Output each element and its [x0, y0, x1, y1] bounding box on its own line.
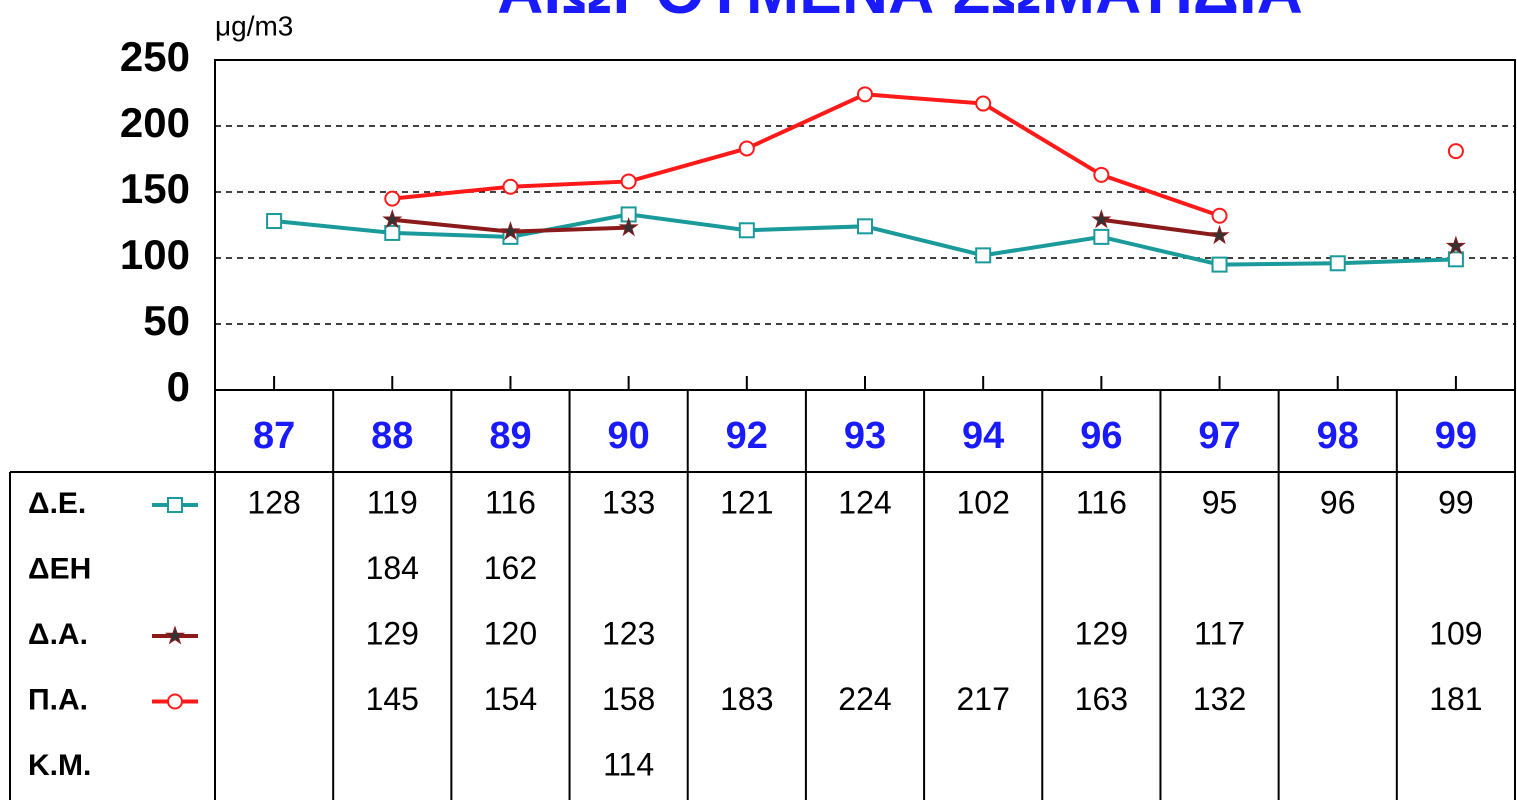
table-value: 132 [1193, 681, 1246, 717]
x-tick-label: 88 [371, 415, 413, 457]
x-tick-label: 99 [1435, 415, 1477, 457]
table-value: 217 [956, 681, 1009, 717]
table-value: 128 [247, 484, 300, 520]
x-tick-label: 96 [1080, 415, 1122, 457]
series-line [392, 92, 1221, 218]
table-value: 116 [485, 484, 536, 520]
table-value: 163 [1075, 681, 1128, 717]
table-value: 129 [366, 615, 419, 651]
table-value: 95 [1202, 484, 1238, 520]
y-axis-label: μg/m3 [215, 10, 293, 41]
legend-label: Δ.Ε. [28, 487, 86, 520]
point [975, 95, 992, 112]
legend-label: Κ.Μ. [28, 749, 91, 782]
point [857, 86, 873, 103]
y-tick-label: 50 [143, 297, 190, 344]
point [384, 224, 401, 241]
table-value: 224 [838, 681, 891, 717]
point [857, 218, 873, 235]
table-value: 116 [1076, 484, 1127, 520]
x-tick-label: 94 [962, 415, 1004, 457]
table-value: 124 [838, 484, 891, 520]
point [382, 209, 403, 229]
point [1329, 255, 1346, 272]
point [164, 625, 186, 645]
chart-title: ΑΙΩΡΟΥΜΕΝΑ ΣΩΜΑΤΙΔΙΑ [497, 0, 1303, 27]
table-value: 117 [1194, 615, 1245, 651]
point [1211, 256, 1228, 273]
legend-label: Π.Α. [28, 683, 88, 716]
point [1211, 207, 1228, 224]
x-tick-label: 98 [1317, 415, 1359, 457]
x-tick-label: 93 [844, 415, 886, 457]
table-value: 154 [484, 681, 537, 717]
x-tick-label: 97 [1198, 415, 1240, 457]
table-value: 120 [484, 615, 537, 651]
table-value: 123 [602, 615, 655, 651]
series-line [1101, 217, 1220, 238]
table-value: 184 [366, 550, 419, 586]
point [738, 222, 755, 239]
table-value: 162 [484, 550, 537, 586]
point [1209, 224, 1230, 245]
point [1447, 251, 1464, 268]
point [1093, 166, 1110, 183]
point [266, 213, 283, 230]
table-value: 133 [602, 484, 655, 520]
point [975, 247, 992, 264]
x-tick-label: 92 [726, 415, 768, 457]
table-value: 158 [602, 681, 655, 717]
point [1091, 209, 1112, 229]
x-tick-label: 90 [607, 415, 649, 457]
table-value: 183 [720, 681, 773, 717]
table-value: 109 [1429, 615, 1482, 651]
legend-label: ΔΕΗ [28, 552, 91, 585]
table-value: 119 [367, 484, 418, 520]
point [167, 497, 183, 513]
y-tick-label: 100 [120, 231, 190, 278]
legend-label: Δ.Α. [28, 618, 88, 651]
y-tick-label: 150 [120, 165, 190, 212]
table-value: 96 [1320, 484, 1356, 520]
point [167, 693, 183, 710]
point [618, 217, 639, 237]
table-value: 102 [956, 484, 1009, 520]
table-value: 145 [366, 681, 419, 717]
table-value: 181 [1429, 681, 1482, 717]
point [1447, 143, 1464, 160]
point [384, 190, 401, 207]
point [502, 178, 519, 195]
point [1093, 228, 1110, 245]
y-tick-label: 200 [120, 99, 190, 146]
table-value: 129 [1075, 615, 1128, 651]
point [738, 140, 755, 157]
table-value: 99 [1438, 484, 1474, 520]
x-tick-label: 87 [253, 415, 295, 457]
x-tick-label: 89 [489, 415, 531, 457]
point [500, 221, 521, 241]
table-value: 121 [720, 484, 773, 520]
point [1445, 235, 1466, 255]
table-value: 114 [603, 746, 654, 782]
y-tick-label: 0 [167, 363, 190, 410]
y-tick-label: 250 [120, 33, 190, 80]
point [620, 173, 637, 190]
